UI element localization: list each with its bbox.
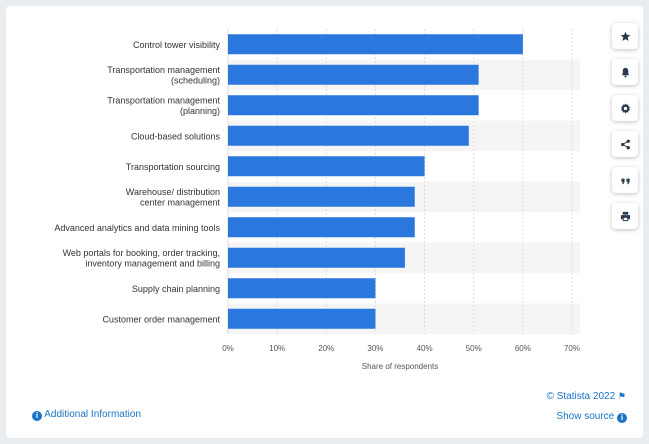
info-icon: i bbox=[617, 413, 627, 423]
print-icon bbox=[620, 211, 630, 221]
x-tick-label: 30% bbox=[367, 344, 383, 353]
bar bbox=[228, 247, 405, 268]
additional-info-label: Additional Information bbox=[44, 409, 141, 420]
x-tick-label: 40% bbox=[417, 344, 433, 353]
statista-copyright-link[interactable]: © Statista 2022 ⚑ bbox=[547, 391, 626, 402]
category-label: Supply chain planning bbox=[132, 284, 220, 294]
settings-button[interactable] bbox=[612, 95, 638, 121]
favorite-button[interactable] bbox=[612, 23, 638, 49]
bell-icon bbox=[621, 67, 629, 78]
bar bbox=[228, 156, 425, 177]
x-tick-label: 10% bbox=[269, 344, 285, 353]
bar bbox=[228, 34, 523, 55]
bar bbox=[228, 95, 479, 116]
chart-card: 0% 10% 20% 30% 40% 50% 60% 70% Control tower vis… bbox=[6, 6, 643, 438]
category-label: Cloud-based solutions bbox=[131, 131, 221, 141]
star-icon bbox=[620, 31, 630, 41]
category-label: Transportation management (planning) bbox=[107, 96, 220, 117]
additional-info-link[interactable]: i Additional Information bbox=[32, 409, 141, 421]
category-label: Transportation sourcing bbox=[126, 162, 220, 172]
bar bbox=[228, 64, 479, 85]
bar bbox=[228, 186, 415, 207]
bar-chart: 0% 10% 20% 30% 40% 50% 60% 70% Control tower vis… bbox=[54, 29, 580, 371]
notification-button[interactable] bbox=[612, 59, 638, 85]
category-label: Control tower visibility bbox=[133, 40, 221, 50]
category-label: Customer order management bbox=[102, 314, 220, 324]
copyright-label: © Statista 2022 bbox=[546, 391, 616, 402]
flag-icon: ⚑ bbox=[617, 391, 626, 401]
x-tick-label: 50% bbox=[466, 344, 482, 353]
bar bbox=[228, 308, 376, 329]
x-axis-title: Share of respondents bbox=[362, 362, 439, 371]
show-source-label: Show source bbox=[556, 411, 615, 422]
bar bbox=[228, 278, 376, 299]
print-button[interactable] bbox=[612, 203, 638, 229]
cite-button[interactable] bbox=[612, 167, 638, 193]
info-icon: i bbox=[32, 411, 42, 421]
show-source-link[interactable]: Show source i bbox=[556, 411, 627, 423]
x-tick-label: 70% bbox=[564, 344, 580, 353]
category-label: Transportation management (scheduling) bbox=[107, 65, 220, 86]
bar bbox=[228, 125, 469, 146]
x-tick-label: 20% bbox=[318, 344, 334, 353]
share-icon bbox=[620, 139, 630, 149]
category-label: Advanced analytics and data mining tools bbox=[54, 223, 220, 233]
x-tick-label: 60% bbox=[515, 344, 531, 353]
x-tick-label: 0% bbox=[222, 344, 234, 353]
category-label: Web portals for booking, order tracking,… bbox=[63, 248, 220, 269]
category-label: Warehouse/ distribution center management bbox=[126, 187, 221, 208]
gear-icon bbox=[620, 102, 630, 114]
quote-icon bbox=[620, 178, 630, 184]
share-button[interactable] bbox=[612, 131, 638, 157]
bar bbox=[228, 217, 415, 238]
